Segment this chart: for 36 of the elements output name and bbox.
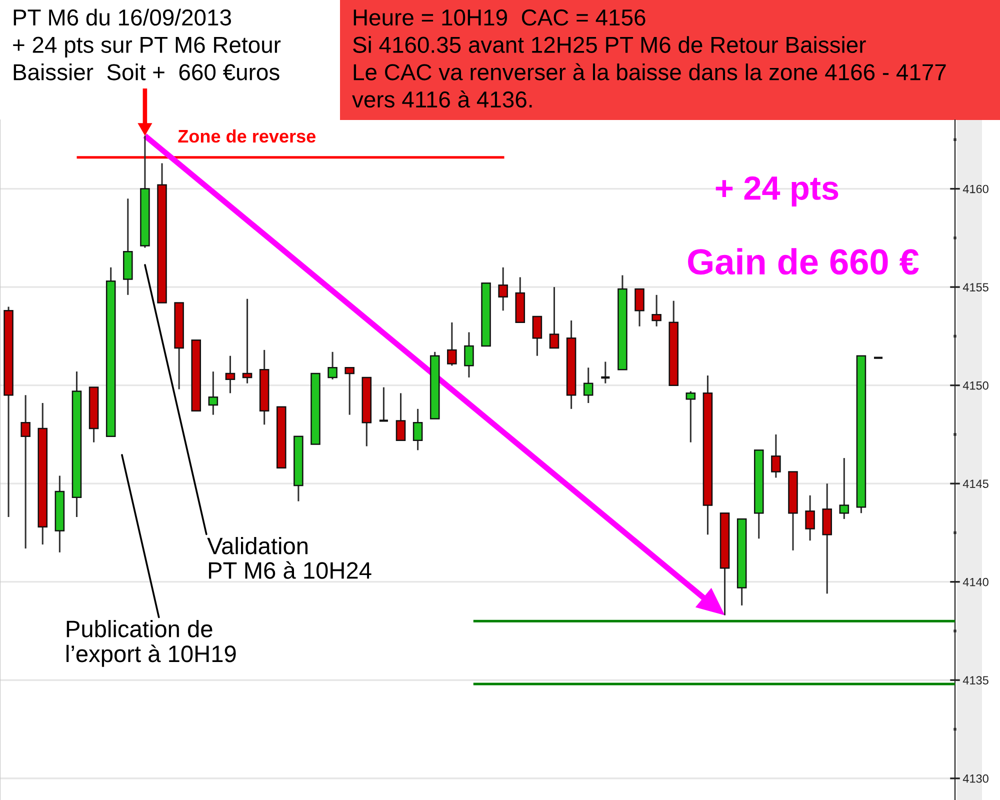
annotation: Gain de 660 € (688, 248, 919, 275)
candlestick (652, 294, 662, 328)
y-tick-label: 4140 (962, 578, 988, 586)
candlestick (771, 434, 781, 478)
candlestick (634, 288, 644, 328)
candlestick (583, 366, 594, 404)
y-tick-label: 4130 (962, 774, 988, 783)
y-tick-label: 4160 (962, 184, 988, 194)
y-tick-label: 4145 (962, 480, 988, 488)
y-tick-label: 4135 (962, 676, 988, 685)
chart-title: PT M6 du 16/09/2013 + 24 pts sur PT M6 Retour Baissier Soit + 660 €uros (13, 8, 281, 80)
candlestick (447, 322, 457, 366)
candlestick (532, 316, 542, 357)
candlestick (328, 351, 338, 380)
ref-line-label: Zone de reverse (178, 129, 316, 143)
candlestick (412, 408, 423, 451)
y-tick-label: 4150 (962, 381, 988, 390)
candlestick (498, 266, 508, 312)
candlestick (242, 298, 252, 384)
chart-subtitle: Heure = 10H19 CAC = 4156 Si 4160.35 avant 12H25 PT M6 de Retour Baissier Le CAC va renverser à la baisse dans la zone 4166 - 4177 vers 4116 à 4136. (352, 9, 946, 108)
candlestick (464, 331, 474, 378)
y-tick-label: 4155 (962, 283, 988, 292)
candlestick (208, 370, 218, 416)
candlestick (225, 355, 236, 394)
candlestick (549, 286, 560, 349)
candlestick (20, 394, 30, 550)
candlestick (805, 494, 815, 542)
annotation: Publication de l’export à 10H19 (66, 620, 236, 667)
candlestick (839, 457, 850, 520)
candlestick (600, 360, 611, 384)
candlestick (396, 392, 406, 442)
candlestick (686, 390, 696, 444)
candlestick (378, 386, 390, 422)
annotation: Validation PT M6 à 10H24 (207, 536, 372, 579)
annotation: + 24 pts (716, 176, 838, 207)
candlestick (344, 366, 354, 416)
